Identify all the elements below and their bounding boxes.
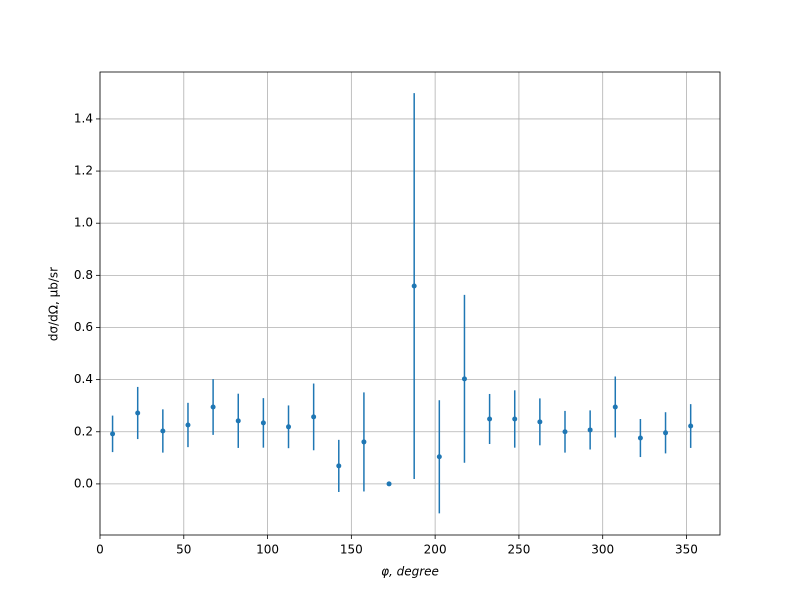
data-point <box>537 419 543 425</box>
x-tick-label: 350 <box>675 543 698 557</box>
data-point <box>411 283 417 289</box>
data-point <box>436 454 442 460</box>
data-point <box>286 424 292 430</box>
x-tick-label: 250 <box>507 543 530 557</box>
y-tick-label: 0.8 <box>74 268 93 282</box>
data-point <box>210 404 216 410</box>
data-point <box>135 410 141 416</box>
data-point <box>110 431 116 437</box>
data-point <box>311 414 317 420</box>
data-point <box>461 376 467 382</box>
y-tick-label: 0.0 <box>74 476 93 490</box>
x-tick-label: 300 <box>591 543 614 557</box>
data-point <box>512 416 518 422</box>
data-point <box>185 422 191 428</box>
y-tick-label: 1.0 <box>74 216 93 230</box>
x-tick-label: 50 <box>176 543 191 557</box>
y-tick-label: 0.4 <box>74 372 93 386</box>
data-point <box>361 439 367 445</box>
data-point <box>235 418 241 424</box>
y-tick-label: 1.4 <box>74 111 93 125</box>
y-tick-label: 1.2 <box>74 164 93 178</box>
y-tick-label: 0.2 <box>74 424 93 438</box>
x-tick-label: 0 <box>96 543 104 557</box>
x-tick-label: 100 <box>256 543 279 557</box>
data-point <box>160 428 166 434</box>
data-point <box>612 404 618 410</box>
y-tick-label: 0.6 <box>74 320 93 334</box>
data-point <box>336 463 342 469</box>
data-point <box>637 435 643 441</box>
x-axis-label: φ, degree <box>381 565 439 579</box>
data-point <box>386 481 392 487</box>
plot-frame <box>99 71 721 536</box>
x-tick-label: 150 <box>340 543 363 557</box>
data-point <box>487 416 493 422</box>
x-tick-label: 200 <box>424 543 447 557</box>
data-point <box>562 429 568 435</box>
data-point <box>587 427 593 433</box>
data-point <box>260 420 266 426</box>
data-point <box>688 423 694 429</box>
data-point <box>663 430 669 436</box>
y-axis-label: dσ/dΩ, μb/sr <box>47 267 61 341</box>
